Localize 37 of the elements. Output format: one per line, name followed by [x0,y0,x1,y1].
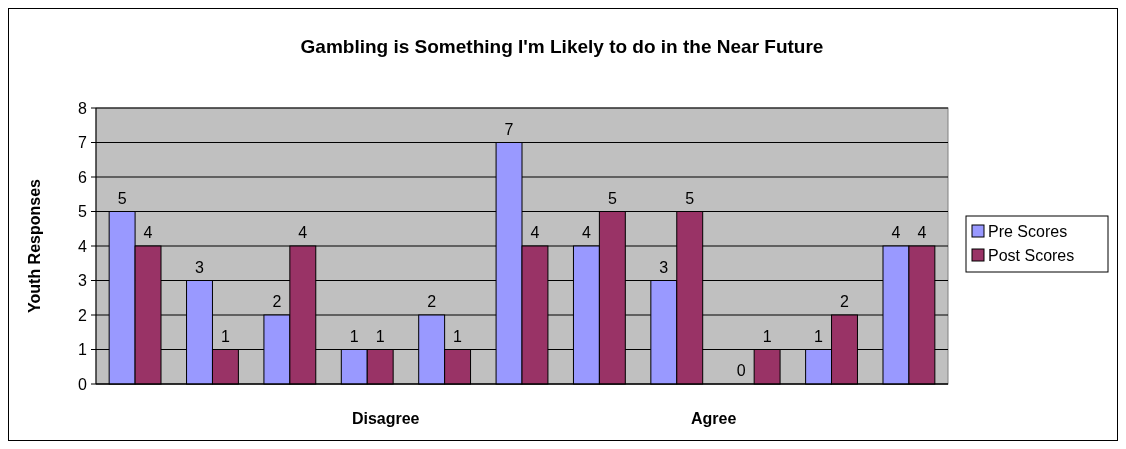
y-tick-label: 3 [78,272,88,290]
data-label: 7 [504,120,514,138]
data-label: 2 [272,293,282,310]
data-label: 4 [891,224,901,241]
text: Agree [691,410,737,427]
y-axis-title: Youth Responses [26,178,43,313]
y-tick-label: 8 [78,99,88,117]
y-tick-label: 5 [78,203,88,221]
data-label: 2 [427,293,437,310]
legend-label: Pre Scores [988,222,1068,240]
data-label: 3 [659,258,669,276]
legend-label: Post Scores [988,246,1075,264]
data-label: 1 [375,327,385,345]
text: Disagree [351,410,420,427]
data-label: 4 [917,224,927,241]
data-label: 1 [220,327,230,345]
data-label: 5 [607,189,617,207]
y-tick-label: 0 [78,375,88,393]
data-label: 5 [117,189,127,207]
data-label: 1 [762,327,772,345]
y-tick-label: 7 [78,134,88,152]
data-label: 1 [453,327,463,345]
data-label: 4 [530,224,540,241]
data-label: 1 [814,327,824,345]
data-label: 5 [685,189,695,207]
data-label: 4 [581,224,591,241]
y-tick-label: 1 [78,341,88,359]
data-label: 4 [143,224,153,241]
y-tick-label: 6 [78,168,88,186]
chart-title: Gambling is Something I'm Likely to do in the Near Future [300,36,824,57]
y-tick-label: 2 [78,306,88,324]
y-tick-label: 4 [78,237,88,255]
data-label: 4 [298,224,308,241]
data-label: 1 [349,327,359,345]
data-label: 0 [736,362,746,379]
data-label: 2 [840,293,850,310]
data-label: 3 [195,258,205,276]
